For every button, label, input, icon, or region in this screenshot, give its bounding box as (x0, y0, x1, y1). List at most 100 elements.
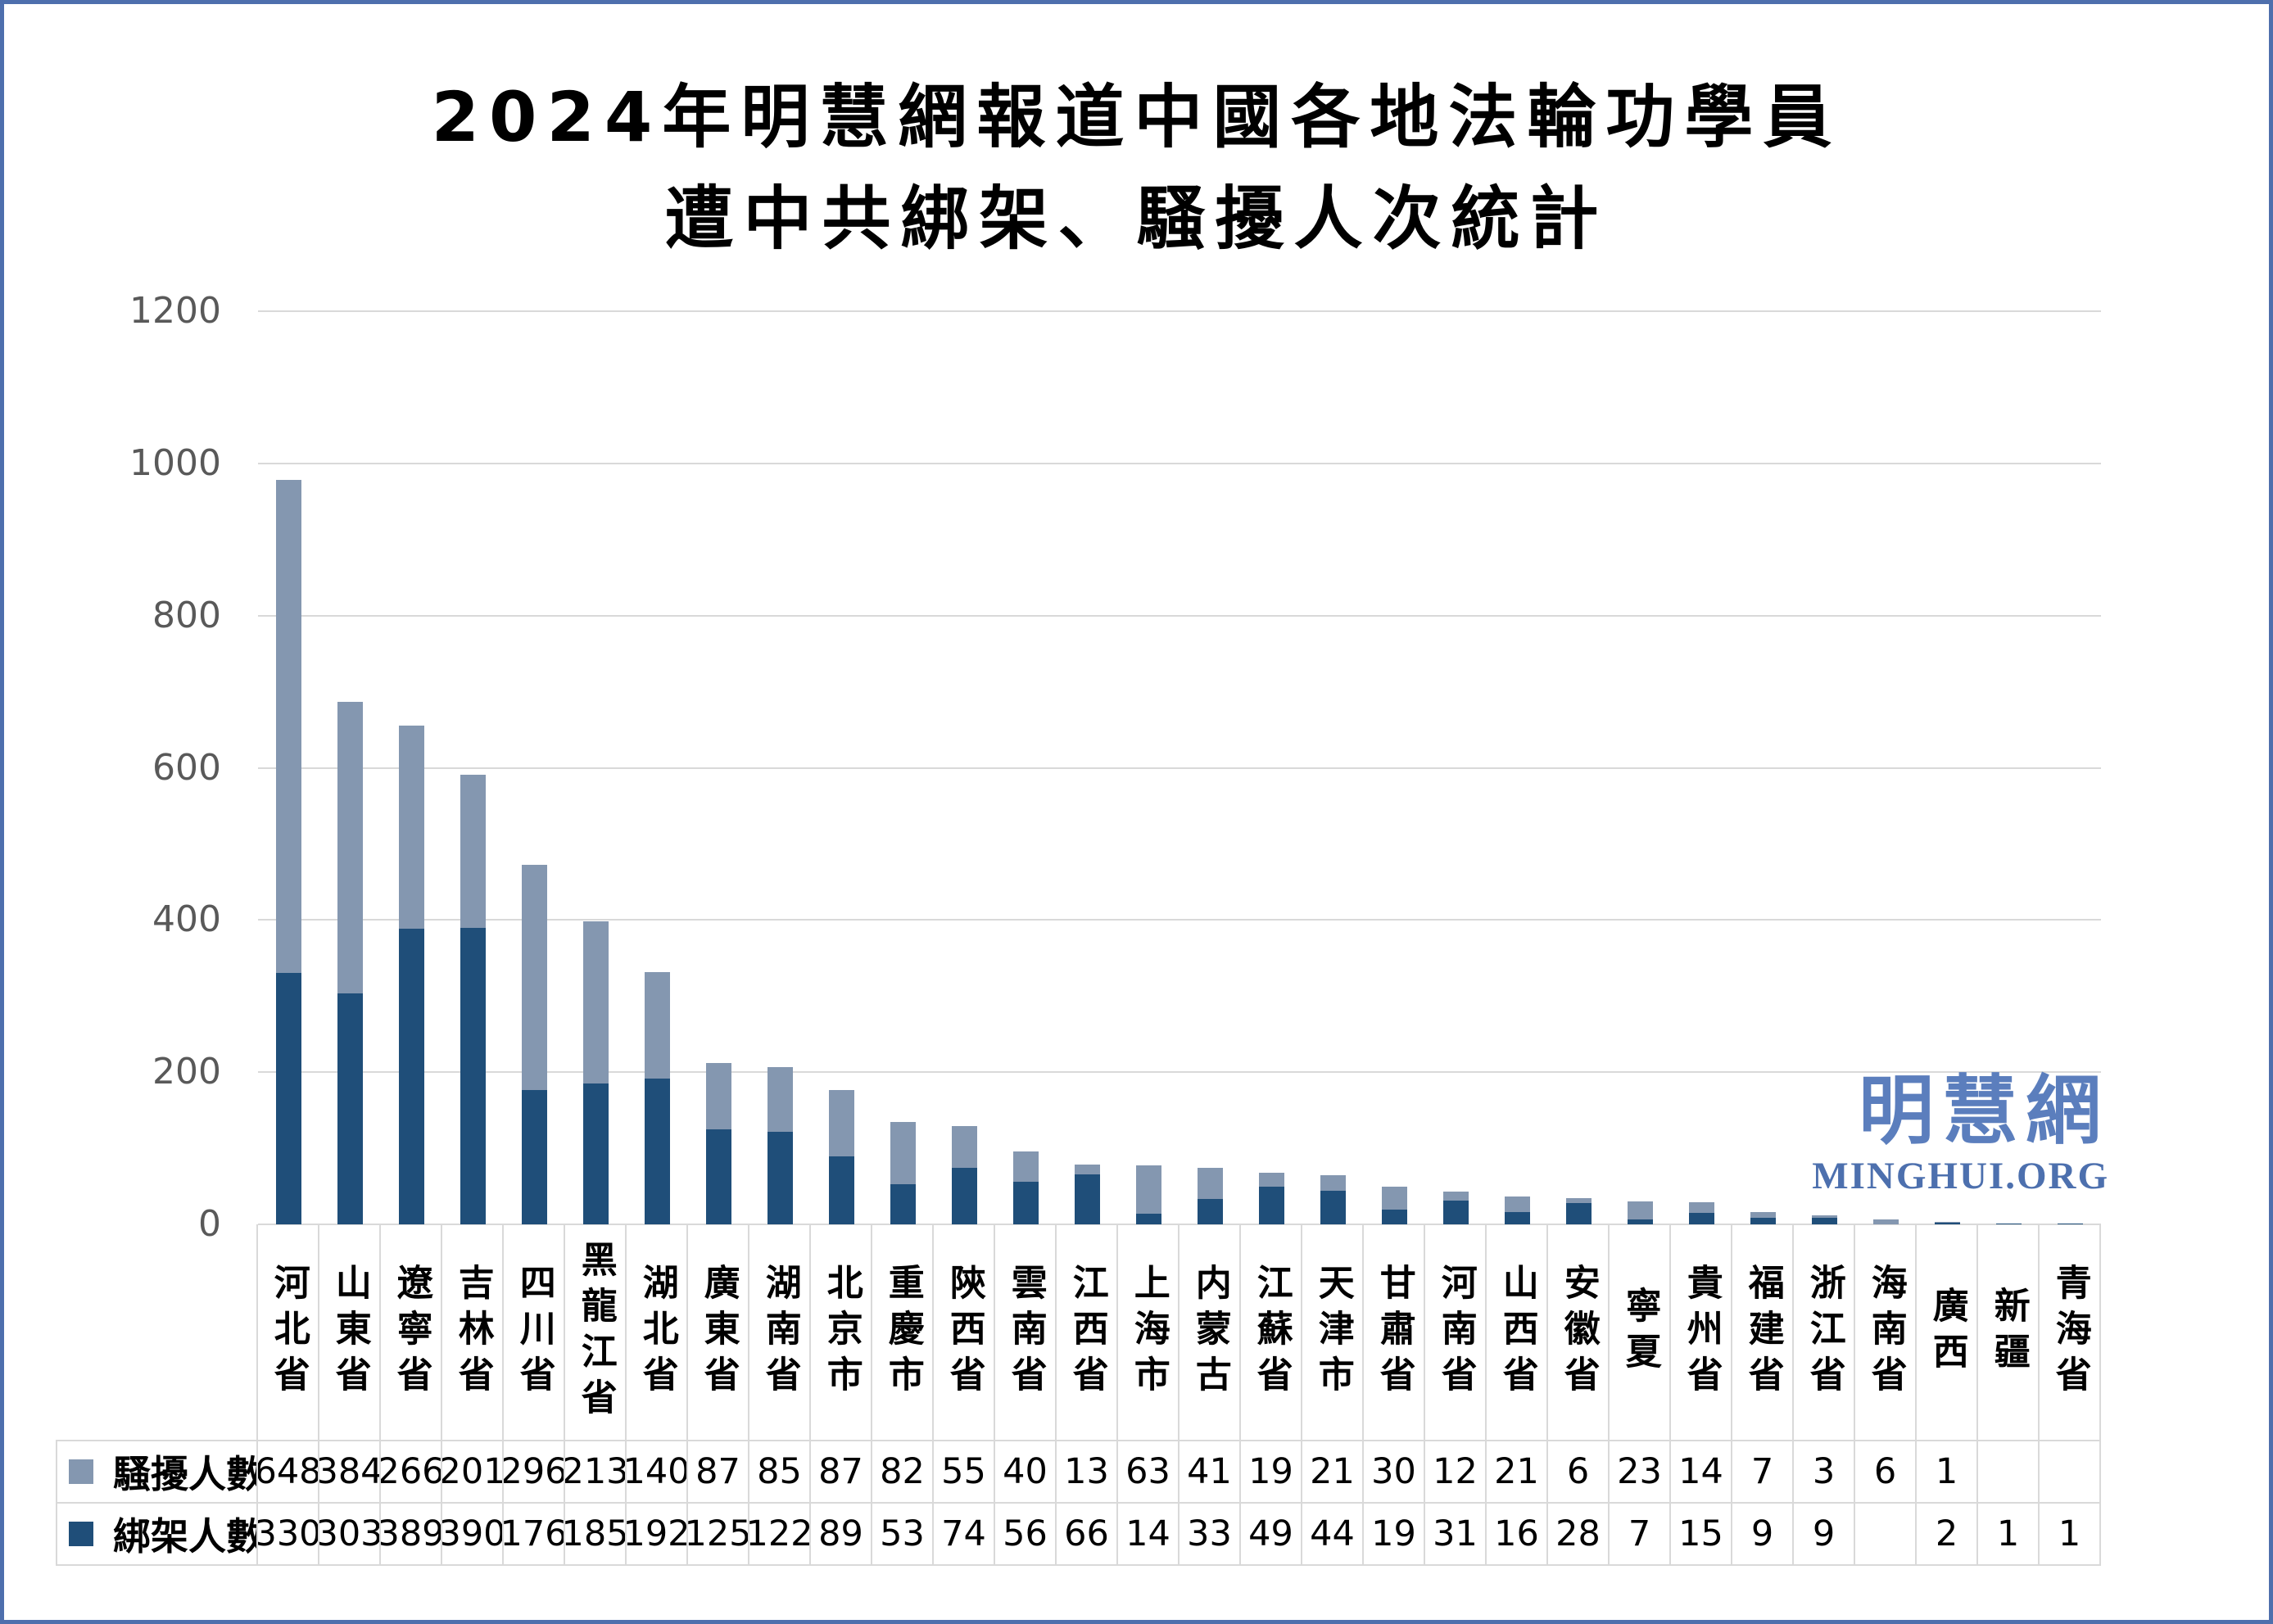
kidnapped-count-cell: 303 (319, 1504, 381, 1566)
gridline (258, 310, 2101, 312)
category-label: 天津市 (1311, 1263, 1354, 1401)
category-header-cell: 廣西 (1917, 1224, 1978, 1441)
bar-segment-harassed (1628, 1201, 1653, 1219)
category-header-cell: 四川省 (504, 1224, 565, 1441)
category-label: 吉林省 (451, 1263, 494, 1401)
bar-segment-harassed (645, 971, 670, 1079)
bar-segment-harassed (583, 921, 609, 1084)
kidnapped-count-cell: 185 (565, 1504, 627, 1566)
bar-segment-harassed (460, 774, 486, 928)
bar-segment-harassed (706, 1063, 731, 1129)
category-header-cell: 海南省 (1855, 1224, 1917, 1441)
bar-segment-kidnapped (1750, 1217, 1776, 1224)
harassed-count-cell: 55 (934, 1441, 995, 1504)
harassed-count-cell: 21 (1487, 1441, 1548, 1504)
category-label: 内蒙古 (1189, 1263, 1231, 1401)
category-header-cell: 陝西省 (934, 1224, 995, 1441)
category-label: 寧夏 (1619, 1286, 1661, 1378)
category-header-cell: 天津市 (1302, 1224, 1364, 1441)
bar-segment-kidnapped (1382, 1210, 1407, 1224)
bar-segment-harassed (1443, 1192, 1469, 1201)
harassed-count-cell: 266 (381, 1441, 442, 1504)
kidnapped-count-cell: 53 (872, 1504, 934, 1566)
bar-segment-harassed (1935, 1222, 1960, 1224)
category-label: 青海省 (2049, 1263, 2091, 1401)
y-axis-label: 800 (152, 594, 221, 636)
category-header-cell: 北京市 (811, 1224, 872, 1441)
plot-area (258, 310, 2101, 1225)
kidnapped-count-cell: 2 (1917, 1504, 1978, 1566)
bar-segment-harassed (890, 1121, 916, 1184)
harassed-count-cell: 384 (319, 1441, 381, 1504)
bar-segment-harassed (399, 726, 424, 929)
category-header-cell: 廣東省 (688, 1224, 749, 1441)
y-axis-label: 400 (152, 898, 221, 941)
kidnapped-count-cell: 31 (1425, 1504, 1487, 1566)
bar-segment-harassed (829, 1090, 854, 1157)
category-header-cell: 江蘇省 (1241, 1224, 1302, 1441)
data-table: 河北省 山東省 遼寧省 吉林省 四川省 黑龍江省 湖北省 廣東省 湖南省 北京市 重慶市 陝西省 雲南省… (56, 1224, 2101, 1566)
bar-segment-kidnapped (1812, 1217, 1837, 1224)
bar-segment-kidnapped (276, 973, 301, 1224)
category-label: 北京市 (820, 1263, 863, 1401)
category-header-cell: 雲南省 (995, 1224, 1057, 1441)
category-label: 甘肅省 (1373, 1263, 1415, 1401)
bar-segment-harassed (1750, 1212, 1776, 1218)
chart-title-line1: 2024年明慧網報道中國各地法輪功學員 (431, 77, 1842, 157)
harassed-count-cell: 14 (1671, 1441, 1732, 1504)
bar-segment-harassed (1566, 1198, 1592, 1203)
kidnapped-count-cell: 330 (258, 1504, 319, 1566)
harassed-count-cell: 201 (442, 1441, 504, 1504)
bar-segment-kidnapped (1075, 1174, 1100, 1224)
harassed-count-cell: 213 (565, 1441, 627, 1504)
harassed-count-cell: 87 (688, 1441, 749, 1504)
harassed-count-cell: 6 (1855, 1441, 1917, 1504)
category-header-cell: 湖北省 (627, 1224, 688, 1441)
harassed-count-cell: 63 (1118, 1441, 1180, 1504)
bar-segment-harassed (337, 701, 363, 994)
harassed-count-cell: 7 (1732, 1441, 1794, 1504)
category-label: 浙江省 (1803, 1263, 1845, 1401)
category-label: 遼寧省 (390, 1263, 432, 1401)
kidnapped-count-cell: 15 (1671, 1504, 1732, 1566)
watermark-cjk: 明慧網 (1858, 1067, 2109, 1155)
kidnapped-count-cell: 7 (1610, 1504, 1671, 1566)
category-header-cell: 内蒙古 (1180, 1224, 1241, 1441)
category-header-cell: 遼寧省 (381, 1224, 442, 1441)
bar-segment-kidnapped (1443, 1201, 1469, 1224)
harassed-count-cell (2040, 1441, 2101, 1504)
category-header-cell: 江西省 (1057, 1224, 1118, 1441)
gridline (258, 919, 2101, 921)
kidnapped-count-cell: 1 (2040, 1504, 2101, 1566)
category-label: 江蘇省 (1250, 1263, 1293, 1401)
chart-title-line2: 遭中共綁架、騷擾人次統計 (664, 179, 1609, 259)
category-label: 雲南省 (1004, 1263, 1047, 1401)
category-label: 湖南省 (758, 1263, 801, 1401)
category-header-cell: 河北省 (258, 1224, 319, 1441)
legend-swatch-harassed (69, 1459, 93, 1484)
category-label: 湖北省 (636, 1263, 678, 1401)
watermark-latin: MINGHUI.ORG (1812, 1155, 2109, 1197)
category-label: 新疆 (1987, 1286, 2030, 1378)
harassed-count-cell: 6 (1548, 1441, 1610, 1504)
harassed-count-cell: 140 (627, 1441, 688, 1504)
watermark: 明慧網 MINGHUI.ORG (1812, 1074, 2109, 1196)
harassed-count-cell: 13 (1057, 1441, 1118, 1504)
harassed-count-cell: 3 (1794, 1441, 1855, 1504)
kidnapped-count-cell: 19 (1364, 1504, 1425, 1566)
legend-label: 綁架人數 (113, 1514, 258, 1558)
bar-segment-kidnapped (1198, 1199, 1223, 1224)
bar-segment-harassed (522, 865, 547, 1091)
harassed-count-cell: 85 (749, 1441, 811, 1504)
harassed-count-cell: 296 (504, 1441, 565, 1504)
bar-segment-kidnapped (522, 1090, 547, 1224)
category-label: 河北省 (267, 1263, 310, 1401)
y-axis-label: 600 (152, 746, 221, 789)
legend-cell-harassed: 騷擾人數 (56, 1441, 258, 1504)
kidnapped-count-cell: 192 (627, 1504, 688, 1566)
harassed-count-cell: 82 (872, 1441, 934, 1504)
harassed-count-cell: 1 (1917, 1441, 1978, 1504)
category-header-cell: 青海省 (2040, 1224, 2101, 1441)
category-header-cell: 甘肅省 (1364, 1224, 1425, 1441)
bar-segment-harassed (1013, 1151, 1039, 1182)
